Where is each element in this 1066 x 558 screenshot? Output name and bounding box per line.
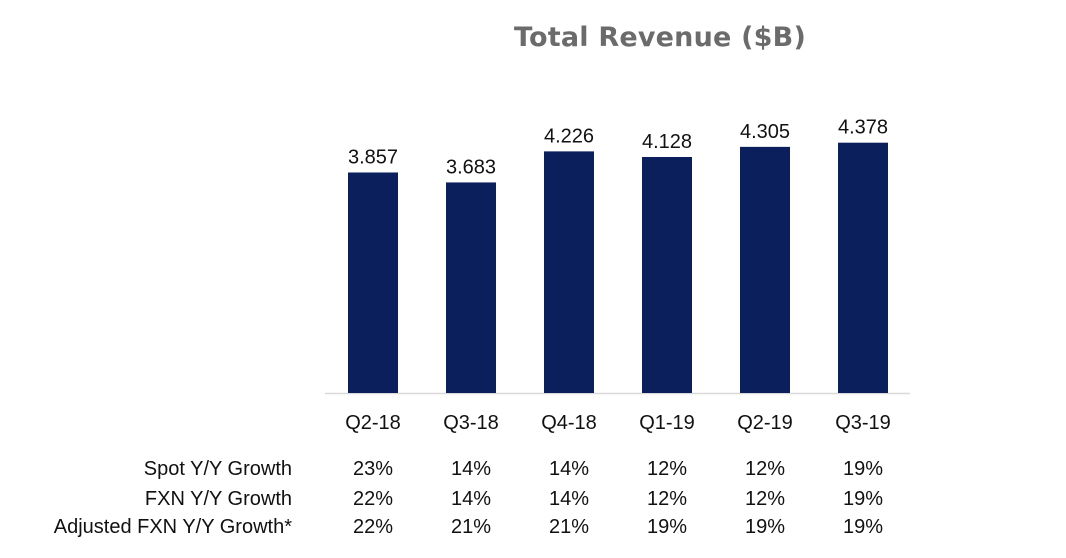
x-tick-label: Q3-19: [835, 412, 891, 434]
growth-cell: 12%: [744, 458, 786, 480]
data-label: 4.378: [838, 117, 888, 139]
bar-q2-19: [740, 146, 790, 393]
growth-row: FXN Y/Y Growth 22% 14% 14% 12% 12% 19%: [0, 488, 1066, 516]
bar-q2-18: [348, 172, 398, 393]
growth-cell: 22%: [352, 516, 394, 538]
growth-cell: 14%: [450, 488, 492, 510]
growth-cell: 22%: [352, 488, 394, 510]
growth-cell: 23%: [352, 458, 394, 480]
growth-row-label: Adjusted FXN Y/Y Growth*: [53, 516, 292, 538]
bar-q3-19: [838, 142, 888, 393]
growth-cell: 21%: [548, 516, 590, 538]
growth-cell: 21%: [450, 516, 492, 538]
growth-row-label: FXN Y/Y Growth: [144, 488, 292, 510]
growth-cell: 19%: [842, 516, 884, 538]
growth-row-label: Spot Y/Y Growth: [143, 458, 292, 480]
data-label: 4.305: [740, 121, 790, 143]
data-label: 4.226: [544, 125, 594, 147]
growth-cell: 14%: [548, 488, 590, 510]
x-tick-label: Q2-18: [345, 412, 401, 434]
x-tick-label: Q2-19: [737, 412, 793, 434]
growth-row: Spot Y/Y Growth 23% 14% 14% 12% 12% 19%: [0, 458, 1066, 486]
x-tick-label: Q1-19: [639, 412, 695, 434]
data-label: 3.683: [446, 156, 496, 178]
chart-title: Total Revenue ($B): [514, 22, 806, 53]
growth-cell: 12%: [646, 488, 688, 510]
x-tick-label: Q4-18: [541, 412, 597, 434]
growth-cell: 14%: [450, 458, 492, 480]
bar-chart: 3.857 Q2-18 3.683 Q3-18 4.226 Q4-18 4.128 Q1-19…: [325, 117, 910, 434]
data-label: 3.857: [348, 146, 398, 168]
growth-cell: 19%: [646, 516, 688, 538]
bar-q3-18: [446, 182, 496, 393]
growth-cell: 12%: [646, 458, 688, 480]
growth-cell: 19%: [842, 458, 884, 480]
growth-cell: 12%: [744, 488, 786, 510]
data-label: 4.128: [642, 131, 692, 153]
growth-cell: 19%: [842, 488, 884, 510]
x-tick-label: Q3-18: [443, 412, 499, 434]
growth-cell: 14%: [548, 458, 590, 480]
growth-row: Adjusted FXN Y/Y Growth* 22% 21% 21% 19% 19% 1…: [0, 516, 1066, 544]
bar-q4-18: [544, 151, 594, 393]
bar-q1-19: [642, 156, 692, 393]
growth-cell: 19%: [744, 516, 786, 538]
